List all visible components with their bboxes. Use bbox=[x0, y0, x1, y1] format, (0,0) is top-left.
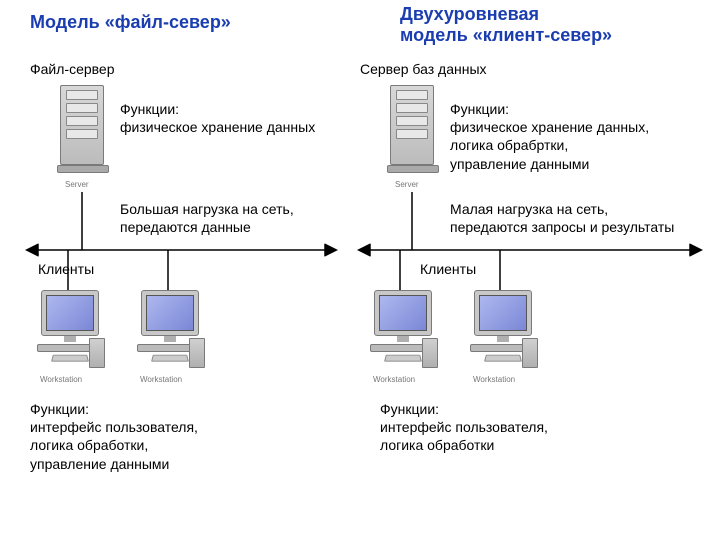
network-diagram bbox=[0, 0, 720, 540]
